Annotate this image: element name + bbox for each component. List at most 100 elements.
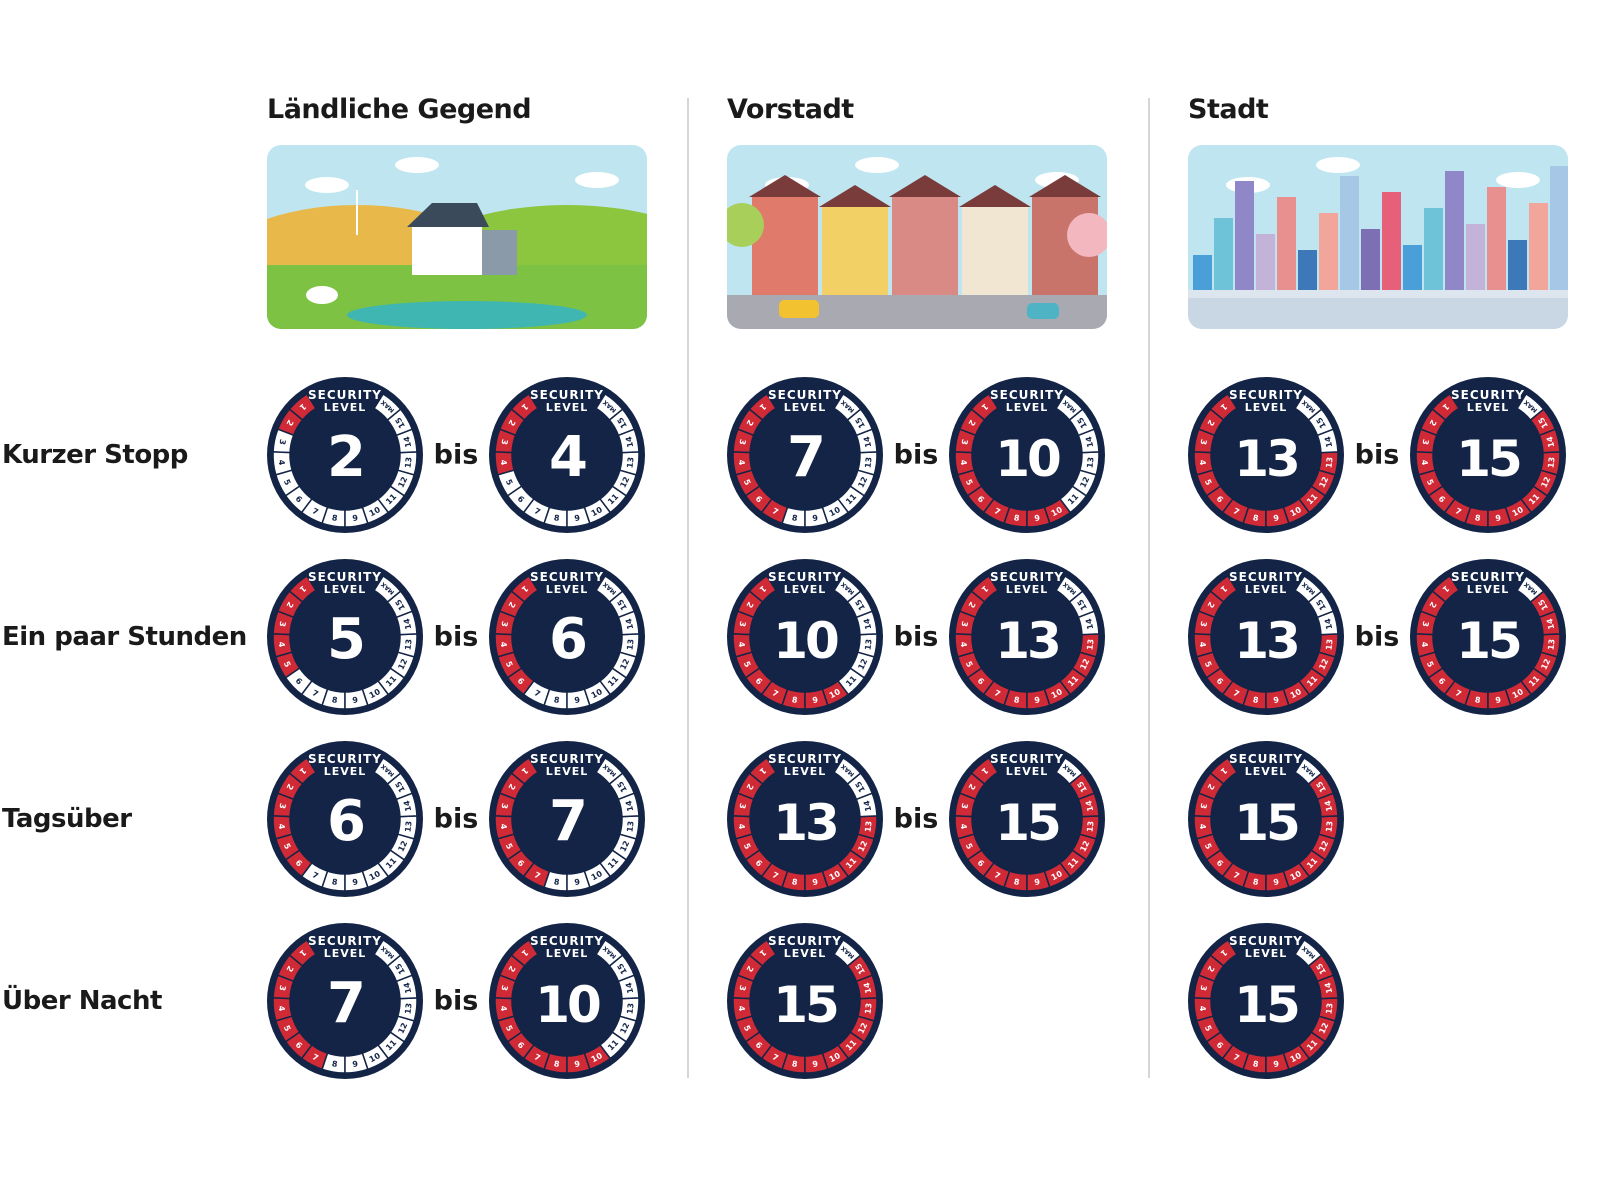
security-level-badge: 1 2 3 4 5 6 7 8 9 10 11 12 13 14 15 MAX SECURITY LEVEL 13	[1186, 375, 1346, 535]
segment-label: 5	[742, 478, 753, 487]
segment-label: 12	[618, 475, 631, 489]
segment-label: 3	[277, 620, 287, 627]
segment-label: 14	[1084, 799, 1095, 812]
segment-label: 6	[1215, 858, 1226, 869]
badge-title: SECURITY	[308, 570, 382, 584]
row-label: Kurzer Stopp	[2, 440, 188, 470]
segment-label: 14	[1084, 435, 1095, 448]
level-segment-MAX	[833, 938, 862, 968]
segment-label: 1	[1440, 584, 1450, 595]
security-level-badge: 1 2 3 4 5 6 7 8 9 10 11 12 13 14 15 MAX SECURITY LEVEL 13	[1186, 557, 1346, 717]
segment-label: 9	[352, 877, 359, 887]
segment-label: 2	[284, 782, 295, 791]
segment-label: 4	[277, 1005, 287, 1012]
segment-label: 3	[277, 984, 287, 991]
segment-label: 7	[1232, 1052, 1241, 1063]
segment-label: 3	[1198, 984, 1208, 991]
segment-label: 4	[499, 641, 509, 648]
segment-label: 8	[791, 513, 798, 523]
badge-center	[1213, 584, 1319, 690]
segment-label: 7	[311, 870, 320, 881]
skyscraper	[1235, 181, 1254, 305]
segment-label: 4	[1198, 823, 1208, 830]
segment-label: 13	[1324, 1002, 1334, 1014]
level-segment-MAX	[1055, 574, 1084, 604]
range-connector: bis	[433, 803, 479, 835]
segment-label: 4	[959, 641, 969, 648]
segment-label: 14	[624, 799, 635, 812]
segment-label: 12	[856, 839, 869, 853]
cow	[306, 286, 338, 304]
segment-label: 14	[1545, 617, 1556, 630]
segment-label: 2	[966, 418, 977, 427]
security-level-badge: 1 2 3 4 5 6 7 8 9 10 11 12 13 14 15 MAX SECURITY LEVEL 13	[725, 739, 885, 899]
badge-subtitle: LEVEL	[1467, 401, 1510, 414]
house-roof	[407, 203, 489, 227]
segment-label: 7	[771, 1052, 780, 1063]
badge-title: SECURITY	[1229, 752, 1303, 766]
security-level-badge: 1 2 3 4 5 6 7 8 9 10 11 12 13 14 15 MAX SECURITY LEVEL 7	[265, 921, 425, 1081]
segment-label: 13	[403, 638, 413, 650]
segment-label: 4	[277, 459, 287, 466]
segment-label: 5	[742, 660, 753, 669]
house-annex	[482, 230, 517, 275]
badge-level-number: 10	[773, 612, 838, 670]
segment-label: 9	[1273, 1059, 1280, 1069]
range-connector: bis	[433, 621, 479, 653]
segment-label: 2	[966, 782, 977, 791]
segment-label: 1	[979, 766, 989, 777]
segment-label: 1	[1218, 584, 1228, 595]
segment-label: 7	[771, 870, 780, 881]
badge-title: SECURITY	[1451, 388, 1525, 402]
range-connector: bis	[433, 985, 479, 1017]
skyscraper	[1340, 176, 1359, 305]
badge-subtitle: LEVEL	[784, 583, 827, 596]
segment-label: 12	[1539, 475, 1552, 489]
segment-label: 2	[744, 782, 755, 791]
segment-label: 1	[757, 584, 767, 595]
badge-title: SECURITY	[308, 752, 382, 766]
segment-label: 9	[812, 877, 819, 887]
segment-label: 12	[618, 839, 631, 853]
segment-label: 9	[574, 695, 581, 705]
segment-label: 13	[1546, 638, 1556, 650]
segment-label: 2	[284, 418, 295, 427]
badge-center	[752, 948, 858, 1054]
cloud	[305, 177, 349, 193]
segment-label: 9	[1273, 695, 1280, 705]
illustration-city	[1188, 145, 1568, 329]
segment-label: 12	[396, 475, 409, 489]
segment-label: 13	[403, 1002, 413, 1014]
badge-subtitle: LEVEL	[546, 583, 589, 596]
security-level-badge: 1 2 3 4 5 6 7 8 9 10 11 12 13 14 15 MAX SECURITY LEVEL 2	[265, 375, 425, 535]
segment-label: 5	[1203, 478, 1214, 487]
skyscraper	[1214, 218, 1233, 305]
segment-label: 3	[737, 620, 747, 627]
segment-label: 9	[812, 1059, 819, 1069]
badge-subtitle: LEVEL	[324, 947, 367, 960]
segment-label: 7	[993, 506, 1002, 517]
level-segment-MAX	[1294, 392, 1323, 422]
badge-center	[292, 948, 398, 1054]
badge-subtitle: LEVEL	[1245, 583, 1288, 596]
segment-label: 5	[504, 478, 515, 487]
segment-label: 14	[862, 799, 873, 812]
segment-label: 12	[618, 1021, 631, 1035]
badge-level-number: 15	[1456, 430, 1520, 488]
segment-label: 7	[311, 506, 320, 517]
skyscraper	[1550, 166, 1568, 305]
segment-label: 4	[737, 1005, 747, 1012]
segment-label: 6	[1437, 676, 1448, 687]
segment-label: 2	[1205, 600, 1216, 609]
segment-label: 1	[757, 402, 767, 413]
column-divider	[1148, 98, 1150, 1078]
badge-level-number: 5	[327, 607, 363, 672]
segment-label: 2	[744, 600, 755, 609]
segment-label: 8	[331, 877, 338, 887]
level-segment-MAX	[833, 756, 862, 786]
segment-label: 9	[1495, 695, 1502, 705]
security-level-badge: 1 2 3 4 5 6 7 8 9 10 11 12 13 14 15 MAX SECURITY LEVEL 15	[1186, 739, 1346, 899]
badge-title: SECURITY	[1451, 570, 1525, 584]
segment-label: 4	[1420, 641, 1430, 648]
segment-label: 12	[396, 839, 409, 853]
